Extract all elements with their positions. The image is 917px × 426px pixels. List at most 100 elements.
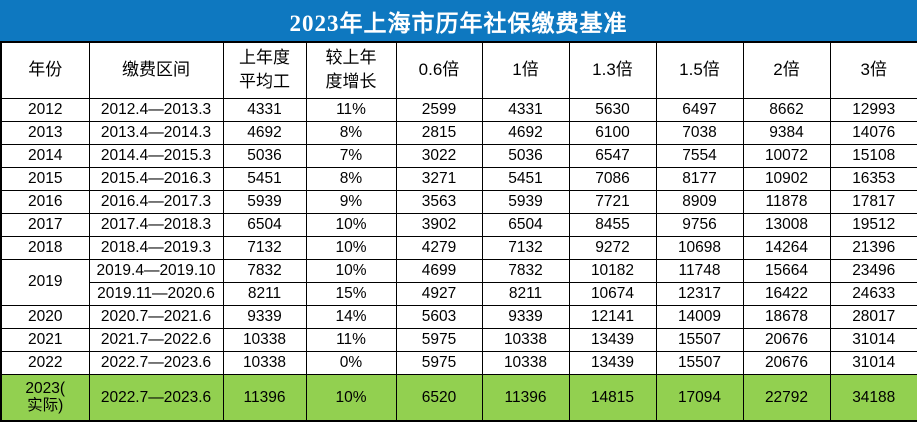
base-cell-5: 31014 <box>829 327 917 352</box>
base-cell-0: 2599 <box>395 97 483 122</box>
column-header-0: 年份 <box>0 41 90 99</box>
growth-cell: 10% <box>305 373 397 422</box>
base-cell-4: 18678 <box>742 304 831 329</box>
base-cell-1: 10338 <box>481 350 570 375</box>
base-cell-2: 5630 <box>568 97 657 122</box>
base-cell-2: 7721 <box>568 189 657 214</box>
base-cell-1: 5451 <box>481 166 570 191</box>
table-row: 2018 2018.4—2019.3 7132 10% 4279 7132 9272 1069… <box>0 235 917 260</box>
growth-cell: 10% <box>305 258 397 283</box>
table-row: 2017 2017.4—2018.3 6504 10% 3902 6504 8455 9756… <box>0 212 917 237</box>
avg-wage-cell: 10338 <box>222 327 307 352</box>
growth-cell: 11% <box>305 97 397 122</box>
period-cell: 2017.4—2018.3 <box>88 212 224 237</box>
base-cell-3: 9756 <box>655 212 744 237</box>
column-header-7: 1.5倍 <box>655 41 744 99</box>
base-cell-3: 15507 <box>655 350 744 375</box>
base-cell-4: 9384 <box>742 120 831 145</box>
base-cell-1: 7832 <box>481 258 570 283</box>
base-cell-2: 6547 <box>568 143 657 168</box>
base-cell-5: 14076 <box>829 120 917 145</box>
base-cell-4: 10072 <box>742 143 831 168</box>
base-cell-1: 10338 <box>481 327 570 352</box>
base-cell-2: 8455 <box>568 212 657 237</box>
base-cell-2: 6100 <box>568 120 657 145</box>
base-cell-5: 12993 <box>829 97 917 122</box>
table-header: 年份 缴费区间 上年度 平均工 较上年 度增长 0.6倍 1倍 1.3倍 1.5倍 2倍 3倍 <box>0 41 917 99</box>
growth-cell: 7% <box>305 143 397 168</box>
column-header-5: 1倍 <box>481 41 570 99</box>
base-cell-5: 21396 <box>829 235 917 260</box>
table-row: 2019.11—2020.6 8211 15% 4927 8211 10674 12317 1… <box>1 281 917 306</box>
base-cell-3: 17094 <box>655 373 744 422</box>
base-cell-0: 5975 <box>395 350 483 375</box>
period-cell: 2022.7—2023.6 <box>88 373 224 422</box>
base-cell-3: 8177 <box>655 166 744 191</box>
base-cell-2: 12141 <box>568 304 657 329</box>
avg-wage-cell: 5939 <box>222 189 307 214</box>
period-cell: 2018.4—2019.3 <box>88 235 224 260</box>
base-cell-0: 5975 <box>395 327 483 352</box>
base-cell-4: 20676 <box>742 327 831 352</box>
base-cell-4: 14264 <box>742 235 831 260</box>
base-cell-4: 10902 <box>742 166 831 191</box>
base-cell-0: 3563 <box>395 189 483 214</box>
base-cell-0: 3902 <box>395 212 483 237</box>
year-cell: 2019 <box>0 258 90 306</box>
base-cell-5: 17817 <box>829 189 917 214</box>
year-cell: 2022 <box>0 350 90 375</box>
year-cell: 2017 <box>0 212 90 237</box>
growth-cell: 10% <box>305 235 397 260</box>
period-cell: 2019.4—2019.10 <box>88 258 224 283</box>
base-cell-3: 10698 <box>655 235 744 260</box>
base-cell-2: 9272 <box>568 235 657 260</box>
base-cell-3: 7038 <box>655 120 744 145</box>
table-row: 2020 2020.7—2021.6 9339 14% 5603 9339 12141 140… <box>0 304 917 329</box>
base-cell-5: 28017 <box>829 304 917 329</box>
base-cell-5: 16353 <box>829 166 917 191</box>
period-cell: 2020.7—2021.6 <box>88 304 224 329</box>
base-cell-2: 13439 <box>568 350 657 375</box>
year-cell: 2013 <box>0 120 90 145</box>
avg-wage-cell: 10338 <box>222 350 307 375</box>
year-cell: 2016 <box>0 189 90 214</box>
base-cell-4: 20676 <box>742 350 831 375</box>
base-cell-3: 7554 <box>655 143 744 168</box>
avg-wage-cell: 11396 <box>222 373 307 422</box>
table-row: 2012 2012.4—2013.3 4331 11% 2599 4331 5630 6497… <box>0 97 917 122</box>
column-header-1: 缴费区间 <box>88 41 224 99</box>
column-header-6: 1.3倍 <box>568 41 657 99</box>
period-cell: 2014.4—2015.3 <box>88 143 224 168</box>
base-cell-0: 4699 <box>395 258 483 283</box>
base-cell-2: 13439 <box>568 327 657 352</box>
table-row: 2019 2019.4—2019.10 7832 10% 4699 7832 10182 11… <box>0 258 917 306</box>
base-cell-2: 10674 <box>568 281 657 306</box>
growth-cell: 10% <box>305 212 397 237</box>
growth-cell: 8% <box>305 166 397 191</box>
period-cell: 2016.4—2017.3 <box>88 189 224 214</box>
period-cell: 2019.11—2020.6 <box>88 281 224 306</box>
year-cell: 2018 <box>0 235 90 260</box>
base-cell-3: 14009 <box>655 304 744 329</box>
base-cell-0: 3271 <box>395 166 483 191</box>
base-cell-1: 4692 <box>481 120 570 145</box>
period-cell: 2021.7—2022.6 <box>88 327 224 352</box>
base-cell-4: 22792 <box>742 373 831 422</box>
base-cell-1: 9339 <box>481 304 570 329</box>
period-cell: 2012.4—2013.3 <box>88 97 224 122</box>
base-cell-4: 11878 <box>742 189 831 214</box>
base-cell-1: 4331 <box>481 97 570 122</box>
table-row: 2013 2013.4—2014.3 4692 8% 2815 4692 6100 7038 9… <box>0 120 917 145</box>
year-cell: 2021 <box>0 327 90 352</box>
base-cell-3: 11748 <box>655 258 744 283</box>
period-cell: 2013.4—2014.3 <box>88 120 224 145</box>
page-title: 2023年上海市历年社保缴费基准 <box>0 0 917 41</box>
base-cell-5: 23496 <box>829 258 917 283</box>
growth-cell: 14% <box>305 304 397 329</box>
avg-wage-cell: 4692 <box>222 120 307 145</box>
base-cell-5: 19512 <box>829 212 917 237</box>
avg-wage-cell: 7132 <box>222 235 307 260</box>
base-cell-1: 5036 <box>481 143 570 168</box>
base-cell-0: 3022 <box>395 143 483 168</box>
